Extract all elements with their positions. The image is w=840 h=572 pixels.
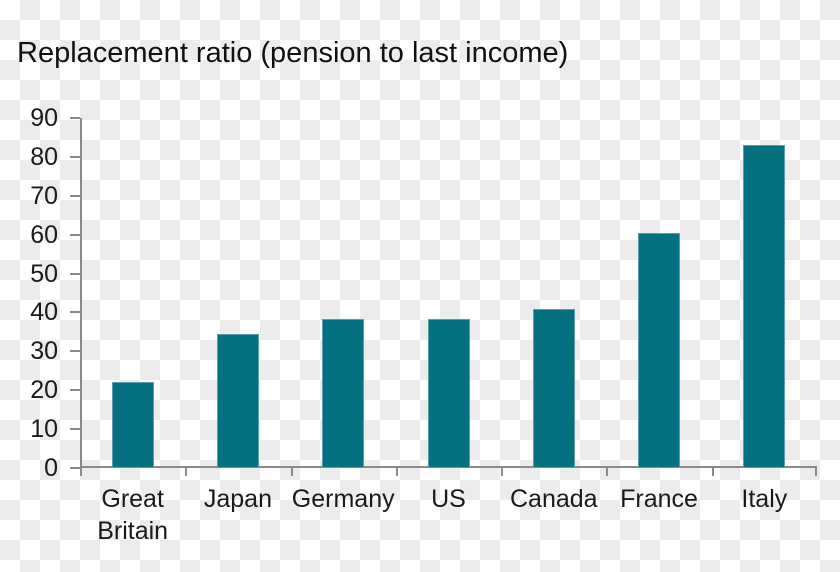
x-category-label-text: Canada bbox=[509, 485, 598, 513]
x-category-label-japan: Japan bbox=[185, 483, 290, 515]
bar-us bbox=[427, 319, 470, 468]
x-category-label-text: Italy bbox=[741, 485, 788, 513]
x-category-label-text: France bbox=[620, 485, 698, 513]
bar-canada bbox=[532, 308, 575, 468]
x-category-label-text: Japan bbox=[203, 485, 272, 513]
y-tick bbox=[70, 311, 80, 314]
y-tick-label: 50 bbox=[30, 259, 58, 288]
x-category-label-text: Germany bbox=[291, 485, 395, 513]
x-category-label-great-britain: Great Britain bbox=[80, 483, 185, 547]
x-tick bbox=[606, 468, 608, 476]
y-tick bbox=[70, 350, 80, 353]
x-category-label-text: Great Britain bbox=[97, 485, 169, 545]
x-tick bbox=[185, 468, 187, 476]
x-tick bbox=[815, 468, 817, 476]
y-tick bbox=[70, 155, 80, 158]
bar-italy bbox=[743, 145, 786, 468]
y-tick bbox=[70, 194, 80, 197]
y-axis-line bbox=[80, 118, 82, 468]
bar-germany bbox=[322, 319, 365, 468]
x-tick bbox=[291, 468, 293, 476]
y-tick bbox=[70, 233, 80, 236]
chart-title: Replacement ratio (pension to last incom… bbox=[17, 37, 569, 69]
y-tick bbox=[70, 428, 80, 431]
y-tick-label: 80 bbox=[30, 142, 58, 171]
plot-area: 0 10 20 30 40 50 60 70 80 90 Great Britain Japan Ger… bbox=[30, 104, 817, 545]
bar-great-britain bbox=[111, 382, 154, 468]
y-tick bbox=[70, 117, 80, 119]
x-category-label-text: US bbox=[431, 485, 466, 513]
y-tick bbox=[70, 389, 80, 392]
x-category-label-france: France bbox=[606, 483, 711, 515]
y-tick-label: 20 bbox=[30, 376, 58, 405]
x-tick bbox=[501, 468, 503, 476]
y-tick-label: 10 bbox=[30, 415, 58, 444]
bar-france bbox=[638, 232, 681, 468]
x-tick bbox=[80, 468, 82, 476]
y-tick-label: 40 bbox=[30, 298, 58, 327]
x-tick bbox=[396, 468, 398, 476]
x-category-label-canada: Canada bbox=[501, 483, 606, 515]
x-category-label-germany: Germany bbox=[291, 483, 396, 515]
x-category-label-us: US bbox=[396, 483, 501, 515]
x-tick bbox=[712, 468, 714, 476]
y-tick-label: 30 bbox=[30, 337, 58, 366]
x-category-label-italy: Italy bbox=[712, 483, 817, 515]
y-tick-label: 70 bbox=[30, 181, 58, 210]
y-tick bbox=[70, 272, 80, 275]
y-tick-label: 60 bbox=[30, 220, 58, 249]
y-tick-label: 90 bbox=[30, 104, 58, 132]
bar-japan bbox=[216, 333, 259, 468]
y-tick bbox=[70, 467, 80, 469]
y-tick-label: 0 bbox=[44, 454, 58, 482]
